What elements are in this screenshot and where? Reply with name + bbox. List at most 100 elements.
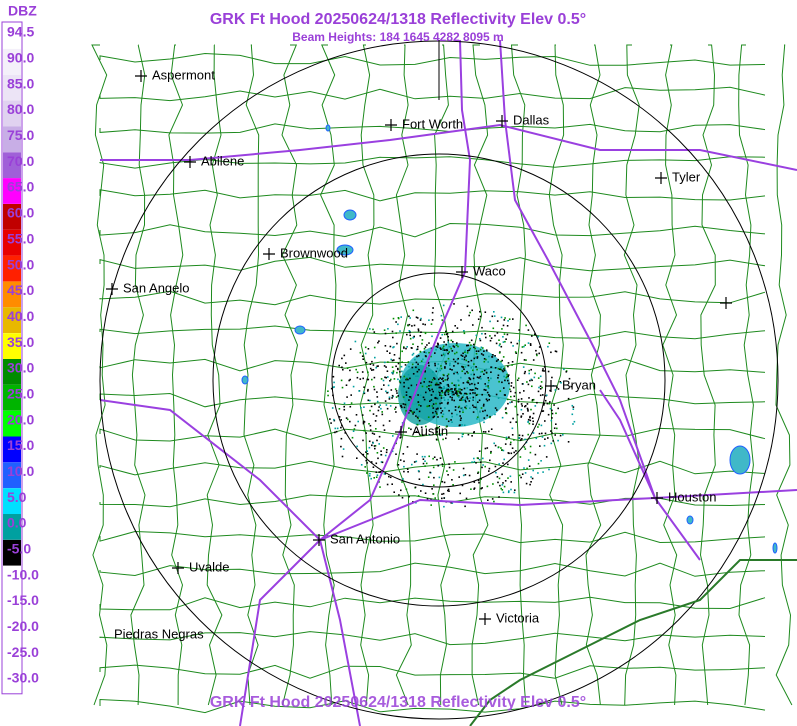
echo-pixel: [496, 320, 499, 322]
echo-pixel: [440, 314, 443, 317]
echo-pixel: [472, 377, 475, 380]
echo-pixel: [557, 439, 559, 442]
echo-pixel: [350, 402, 353, 404]
echo-pixel: [507, 362, 510, 364]
echo-pixel: [506, 398, 509, 401]
echo-pixel: [537, 462, 540, 465]
echo-pixel: [483, 373, 485, 375]
echo-pixel: [490, 371, 492, 373]
echo-pixel: [538, 346, 541, 348]
echo-pixel: [530, 476, 532, 478]
echo-pixel: [469, 389, 472, 391]
echo-pixel: [464, 397, 467, 399]
echo-pixel: [435, 438, 438, 441]
echo-pixel: [458, 476, 460, 478]
echo-pixel: [426, 405, 428, 408]
echo-pixel: [425, 391, 427, 394]
echo-pixel: [376, 474, 379, 476]
echo-pixel: [543, 404, 545, 406]
echo-pixel: [470, 373, 472, 376]
echo-pixel: [471, 309, 473, 312]
echo-pixel: [395, 406, 397, 409]
echo-pixel: [343, 408, 346, 411]
echo-pixel: [373, 445, 376, 447]
echo-pixel: [447, 489, 449, 492]
echo-pixel: [453, 399, 455, 402]
echo-pixel: [467, 382, 470, 384]
echo-pixel: [463, 387, 466, 390]
echo-pixel: [430, 347, 433, 350]
echo-pixel: [543, 402, 546, 405]
echo-pixel: [397, 323, 399, 326]
echo-pixel: [503, 368, 505, 370]
echo-pixel: [501, 359, 503, 362]
echo-pixel: [395, 396, 398, 398]
echo-pixel: [358, 390, 360, 392]
echo-pixel: [386, 370, 389, 372]
echo-pixel: [502, 356, 505, 358]
echo-pixel: [482, 405, 485, 407]
echo-pixel: [437, 397, 440, 399]
echo-pixel: [437, 344, 439, 346]
echo-pixel: [401, 496, 404, 499]
echo-pixel: [391, 450, 394, 453]
echo-pixel: [356, 445, 358, 448]
echo-pixel: [479, 375, 482, 378]
echo-pixel: [439, 390, 441, 392]
echo-pixel: [432, 411, 434, 414]
echo-pixel: [483, 358, 486, 360]
echo-pixel: [473, 406, 475, 408]
echo-pixel: [411, 366, 414, 369]
echo-pixel: [344, 432, 347, 434]
echo-pixel: [443, 481, 446, 484]
echo-pixel: [364, 352, 367, 355]
echo-pixel: [472, 389, 474, 391]
echo-pixel: [362, 421, 365, 424]
echo-pixel: [416, 355, 418, 358]
echo-pixel: [467, 350, 469, 352]
echo-pixel: [378, 443, 380, 445]
echo-pixel: [513, 395, 516, 398]
echo-pixel: [464, 372, 466, 375]
echo-pixel: [416, 453, 418, 455]
echo-pixel: [441, 497, 443, 500]
echo-pixel: [412, 343, 414, 345]
echo-pixel: [497, 374, 500, 377]
echo-pixel: [527, 383, 530, 386]
echo-pixel: [372, 413, 375, 415]
echo-pixel: [372, 328, 374, 331]
echo-pixel: [557, 388, 560, 390]
echo-pixel: [426, 386, 428, 388]
echo-pixel: [405, 347, 407, 350]
echo-pixel: [444, 349, 446, 351]
highways: [99, 39, 797, 726]
echo-pixel: [529, 415, 531, 418]
echo-pixel: [514, 391, 517, 394]
echo-pixel: [488, 379, 490, 382]
city-marker: [496, 115, 508, 127]
echo-pixel: [529, 445, 532, 448]
echo-pixel: [377, 409, 380, 412]
echo-pixel: [365, 432, 367, 434]
echo-pixel: [498, 352, 501, 354]
echo-pixel: [419, 335, 422, 337]
county-line: [99, 290, 766, 306]
echo-pixel: [402, 396, 405, 398]
echo-pixel: [443, 387, 446, 390]
echo-pixel: [494, 355, 496, 357]
echo-pixel: [435, 397, 437, 400]
echo-pixel: [387, 376, 389, 378]
echo-pixel: [395, 365, 397, 368]
city-label: Brownwood: [280, 245, 348, 260]
echo-pixel: [456, 393, 458, 396]
echo-pixel: [411, 411, 414, 413]
county-line: [320, 44, 337, 706]
echo-pixel: [510, 341, 512, 344]
echo-pixel: [491, 366, 493, 368]
echo-pixel: [396, 342, 398, 345]
echo-pixel: [495, 393, 498, 396]
echo-pixel: [468, 400, 471, 402]
echo-pixel: [534, 405, 537, 407]
echo-pixel: [454, 371, 456, 374]
echo-pixel: [472, 396, 475, 399]
